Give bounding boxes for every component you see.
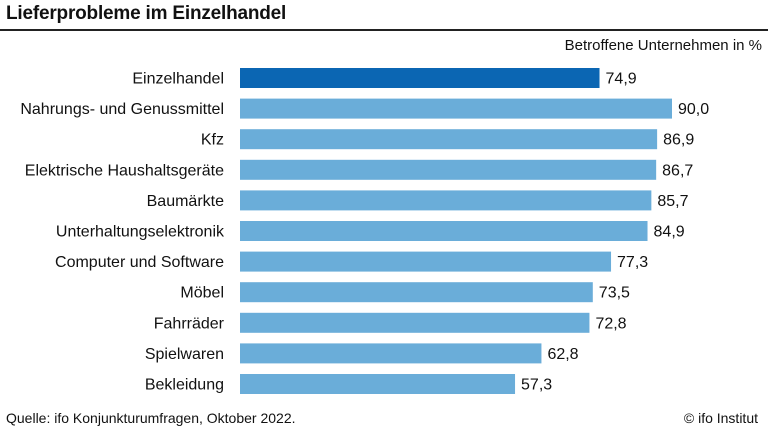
bar	[240, 282, 593, 303]
category-label: Spielwaren	[145, 346, 224, 363]
bar	[240, 343, 542, 364]
value-label: 62,8	[547, 346, 578, 363]
bar	[240, 98, 672, 119]
category-label: Kfz	[201, 132, 224, 149]
value-label: 85,7	[657, 193, 688, 210]
source-note: Quelle: ifo Konjunkturumfragen, Oktober …	[6, 410, 296, 426]
bar	[240, 374, 516, 394]
bar	[240, 159, 657, 180]
category-label: Elektrische Haushaltsgeräte	[25, 162, 224, 179]
category-label: Unterhaltungselektronik	[56, 224, 225, 241]
chart-title: Lieferprobleme im Einzelhandel	[6, 3, 287, 24]
category-label: Nahrungs- und Genussmittel	[20, 101, 224, 118]
value-label: 86,9	[663, 132, 694, 149]
category-label: Fahrräder	[154, 315, 225, 332]
value-label: 72,8	[595, 315, 626, 332]
value-label: 84,9	[654, 224, 685, 241]
copyright-credit: © ifo Institut	[683, 410, 758, 426]
bar	[240, 129, 658, 150]
category-label: Bekleidung	[145, 377, 224, 394]
unit-label: Betroffene Unternehmen in %	[564, 37, 762, 54]
bar	[240, 251, 612, 272]
bar	[240, 68, 600, 88]
category-label: Computer und Software	[55, 254, 224, 271]
bar	[240, 312, 590, 333]
category-label: Baumärkte	[147, 193, 224, 210]
bar	[240, 190, 652, 211]
value-label: 57,3	[521, 377, 552, 394]
title-divider	[0, 29, 768, 31]
value-label: 77,3	[617, 254, 648, 271]
bar	[240, 221, 648, 241]
value-label: 73,5	[599, 285, 630, 302]
value-label: 74,9	[606, 71, 637, 88]
category-label: Möbel	[180, 285, 224, 302]
value-label: 86,7	[662, 162, 693, 179]
category-label: Einzelhandel	[132, 71, 224, 88]
value-label: 90,0	[678, 101, 709, 118]
